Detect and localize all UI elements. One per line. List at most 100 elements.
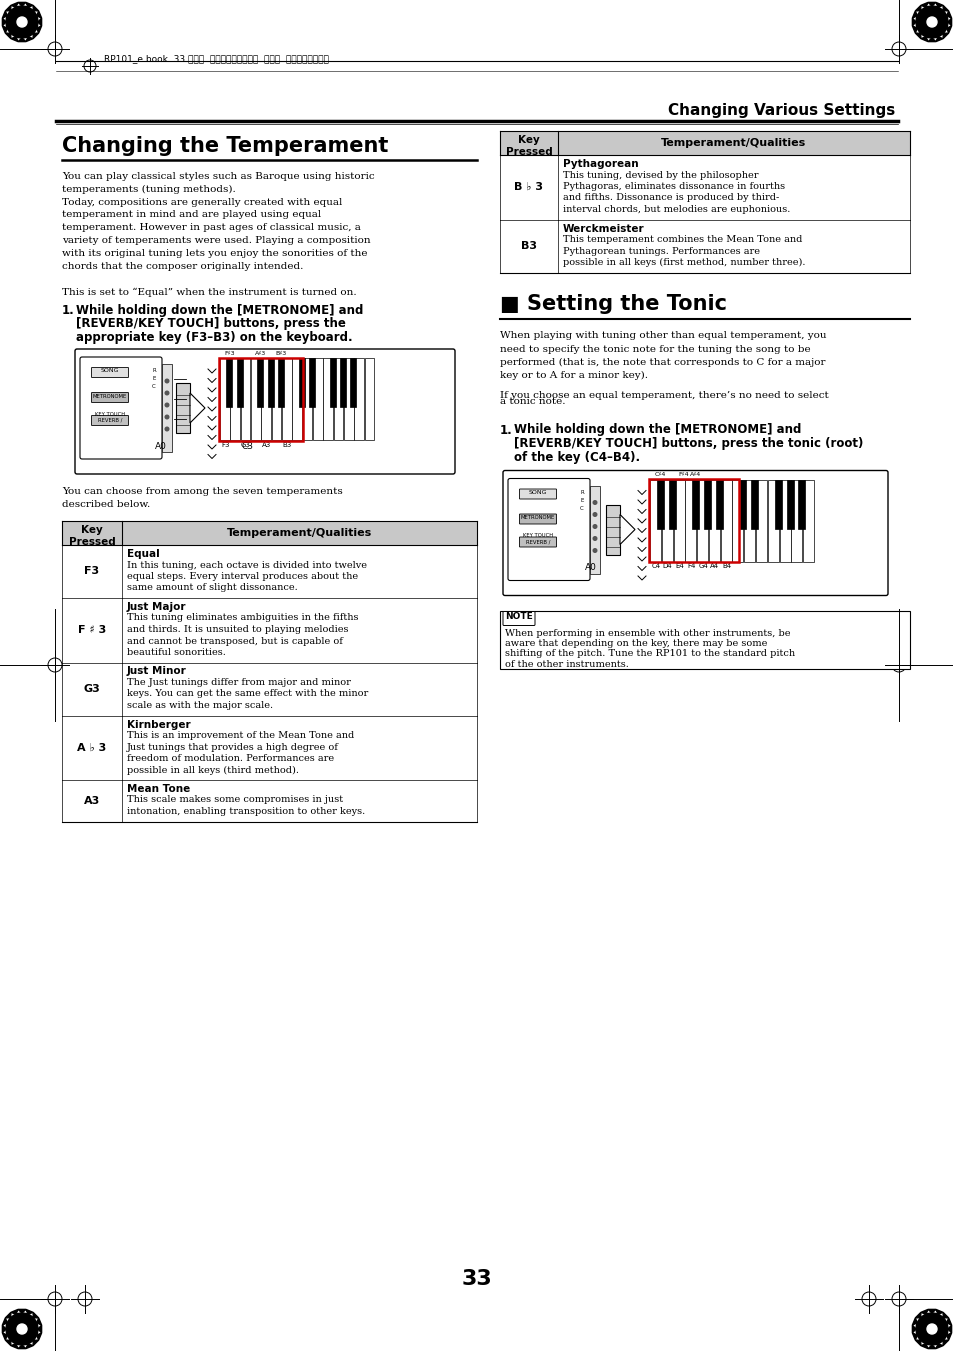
Text: METRONOME: METRONOME [520, 515, 555, 520]
Text: KEY TOUCH: KEY TOUCH [522, 534, 553, 538]
Text: and thirds. It is unsuited to playing melodies: and thirds. It is unsuited to playing me… [127, 626, 348, 634]
Text: appropriate key (F3–B3) on the keyboard.: appropriate key (F3–B3) on the keyboard. [76, 331, 353, 345]
FancyBboxPatch shape [91, 393, 129, 403]
Circle shape [6, 1313, 38, 1346]
Polygon shape [38, 1325, 42, 1333]
Text: F3: F3 [85, 566, 99, 577]
Polygon shape [911, 26, 916, 34]
Bar [716, 480, 722, 528]
Text: with its original tuning lets you enjoy the sonorities of the: with its original tuning lets you enjoy … [62, 249, 367, 258]
Polygon shape [927, 38, 935, 42]
Bar [732, 480, 742, 562]
Text: A♯4: A♯4 [690, 473, 700, 477]
Polygon shape [911, 1325, 915, 1333]
Text: While holding down the [METRONOME] and: While holding down the [METRONOME] and [76, 304, 363, 317]
Bar [292, 358, 301, 440]
Text: performed (that is, the note that corresponds to C for a major: performed (that is, the note that corres… [499, 358, 824, 366]
Text: You can play classical styles such as Baroque using historic: You can play classical styles such as Ba… [62, 172, 375, 181]
Bar [684, 480, 696, 562]
Circle shape [926, 1324, 936, 1333]
Polygon shape [26, 1309, 33, 1315]
Bar [649, 480, 739, 562]
Text: R: R [579, 490, 583, 494]
Polygon shape [10, 1309, 18, 1315]
Bar [230, 358, 239, 440]
Text: Mean Tone: Mean Tone [127, 784, 190, 794]
Bar [339, 358, 346, 407]
Text: and cannot be transposed, but is capable of: and cannot be transposed, but is capable… [127, 636, 342, 646]
Bar [668, 480, 675, 528]
Polygon shape [38, 18, 42, 26]
Text: A3: A3 [262, 442, 271, 449]
Polygon shape [10, 3, 18, 7]
Text: Just Major: Just Major [127, 603, 186, 612]
Text: A ♭ 3: A ♭ 3 [77, 743, 107, 753]
FancyBboxPatch shape [75, 349, 455, 474]
Text: NOTE: NOTE [504, 612, 533, 621]
Text: G3: G3 [84, 684, 100, 694]
Polygon shape [943, 1340, 947, 1346]
Polygon shape [911, 1333, 916, 1340]
Polygon shape [10, 1344, 18, 1348]
Polygon shape [927, 1309, 935, 1313]
Bar [302, 358, 312, 440]
Polygon shape [947, 1325, 951, 1333]
Circle shape [593, 536, 597, 540]
Bar [251, 358, 260, 440]
Polygon shape [927, 3, 935, 5]
Text: Pythagoras, eliminates dissonance in fourths: Pythagoras, eliminates dissonance in fou… [562, 182, 784, 190]
FancyBboxPatch shape [519, 536, 556, 547]
Bar [661, 480, 672, 562]
Text: Equal: Equal [127, 549, 159, 559]
Polygon shape [943, 34, 947, 39]
Text: REVERB /: REVERB / [525, 539, 550, 544]
Polygon shape [6, 1340, 10, 1346]
Polygon shape [920, 1309, 927, 1315]
Polygon shape [6, 5, 10, 11]
Polygon shape [911, 11, 916, 18]
Text: possible in all keys (third method).: possible in all keys (third method). [127, 766, 298, 774]
Bar [589, 485, 599, 574]
Bar [743, 480, 755, 562]
Circle shape [165, 403, 169, 407]
Circle shape [6, 5, 38, 38]
Text: B♯3: B♯3 [275, 351, 286, 357]
Bar [779, 480, 790, 562]
Text: equal steps. Every interval produces about the: equal steps. Every interval produces abo… [127, 571, 357, 581]
Bar [236, 358, 242, 407]
Polygon shape [33, 5, 38, 11]
Polygon shape [6, 34, 10, 39]
Text: This temperament combines the Mean Tone and: This temperament combines the Mean Tone … [562, 235, 801, 245]
Text: REVERB /: REVERB / [98, 417, 122, 423]
Polygon shape [33, 1340, 38, 1346]
Polygon shape [943, 1312, 947, 1317]
Text: variety of temperaments were used. Playing a composition: variety of temperaments were used. Playi… [62, 236, 370, 245]
Text: Changing the Temperament: Changing the Temperament [62, 136, 388, 155]
Text: of the key (C4–B4).: of the key (C4–B4). [514, 450, 639, 463]
Circle shape [593, 512, 597, 516]
Polygon shape [2, 1333, 8, 1340]
Bar [344, 358, 354, 440]
Bar [802, 480, 813, 562]
Text: Temperament/Qualities: Temperament/Qualities [660, 138, 806, 149]
Bar [354, 358, 363, 440]
Text: A♯3: A♯3 [254, 351, 266, 357]
Polygon shape [190, 393, 205, 423]
Text: R: R [152, 369, 155, 373]
FancyBboxPatch shape [80, 357, 162, 459]
Circle shape [165, 415, 169, 419]
Circle shape [915, 5, 947, 38]
Bar [499, 131, 909, 155]
Text: Today, compositions are generally created with equal: Today, compositions are generally create… [62, 197, 342, 207]
Text: The Just tunings differ from major and minor: The Just tunings differ from major and m… [127, 678, 351, 688]
Circle shape [165, 427, 169, 431]
Polygon shape [33, 34, 38, 39]
Text: Temperament/Qualities: Temperament/Qualities [227, 528, 372, 538]
Polygon shape [33, 1312, 38, 1317]
Text: a tonic note.: a tonic note. [499, 396, 565, 405]
Polygon shape [18, 38, 26, 42]
Polygon shape [947, 18, 951, 26]
Bar [697, 480, 707, 562]
Text: RP101_e.book  33 ページ  ２００７年４月４日  水曜日  午前１１晎５０分: RP101_e.book 33 ページ ２００７年４月４日 水曜日 午前１１晎５… [104, 54, 329, 63]
Text: SONG: SONG [101, 369, 119, 373]
